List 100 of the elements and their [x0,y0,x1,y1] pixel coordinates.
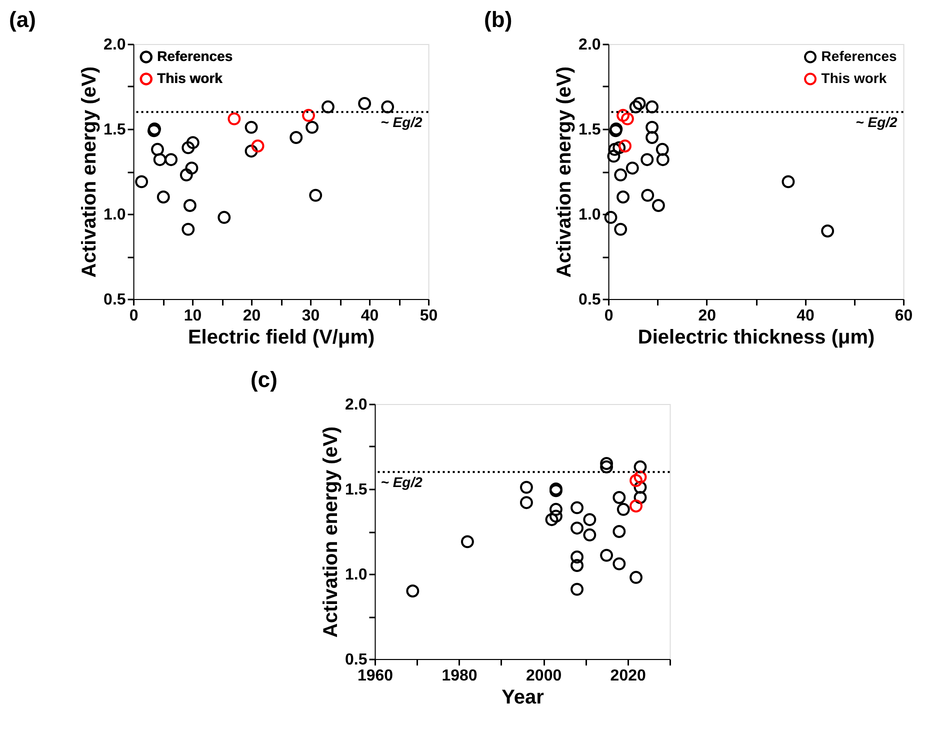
y-tick-label: 1.5 [345,482,368,498]
legend-label: References [157,48,233,64]
point [614,168,628,182]
point [634,491,647,504]
point [406,584,420,598]
x-tick-label: 40 [360,308,379,324]
point [640,153,654,166]
point [634,470,647,484]
point [151,142,164,156]
point [251,140,264,152]
point [656,153,670,166]
point [652,199,665,212]
point [629,100,642,114]
legend-label: This work [157,70,223,86]
point [616,190,630,204]
point [182,141,195,154]
legend-label: This work [821,70,887,86]
point [218,210,231,224]
point [612,491,626,504]
point [180,168,193,182]
point [570,522,584,535]
point [244,144,258,158]
point [618,140,632,152]
y-tick-label: 1.5 [104,122,126,138]
point [614,222,628,236]
x-tick-label: 2020 [610,668,646,684]
point [646,120,659,134]
point [358,97,372,110]
x-tick-label: 20 [242,308,261,324]
x-tick-label: 50 [420,308,438,324]
point [381,100,394,114]
x-axis-title: Year [502,686,544,708]
x-tick-label: 1960 [357,668,394,684]
point [153,153,166,166]
point [626,162,639,175]
point [545,513,558,526]
y-tick-label: 1.0 [104,206,126,224]
x-tick-label: 1980 [442,668,478,684]
point [616,502,630,516]
point [570,582,584,596]
point [646,131,659,144]
y-tick-label: 1.5 [578,122,601,138]
point [621,112,634,126]
x-axis-title: Dielectric thickness (μm) [638,326,875,348]
point [612,525,626,538]
point [135,175,148,188]
point [656,142,669,156]
point [244,120,258,134]
point [608,142,622,156]
point [186,136,200,150]
point [228,112,241,126]
point [600,457,614,470]
point [821,224,834,238]
y-axis-title: Activation energy (eV) [320,426,342,638]
point [612,557,626,570]
point [641,188,654,202]
point [520,496,533,510]
point [570,559,584,572]
point [306,120,319,134]
x-tick-label: 0 [604,308,614,324]
y-tick-label: 1.0 [345,566,368,584]
chart-title: (c) [250,367,278,392]
ref-line-label: ~ Eg/2 [380,114,423,130]
ref-line-label: ~ Eg/2 [856,114,898,130]
point [600,460,614,474]
point [583,528,596,542]
point [646,100,659,114]
x-tick-label: 60 [894,308,913,324]
point [782,175,795,188]
x-tick-label: 40 [796,308,814,324]
point [156,190,170,204]
point [607,150,620,163]
point [182,222,195,236]
y-tick-label: 0.5 [104,292,126,308]
x-tick-label: 20 [698,308,716,324]
point [604,210,618,224]
y-tick-label: 2.0 [578,36,601,54]
point [616,108,630,122]
point [612,141,626,154]
y-tick-label: 0.5 [578,292,601,308]
y-axis-title: Activation energy (eV) [78,66,101,278]
point [185,162,198,175]
legend-label: References [821,48,898,64]
point [583,513,596,526]
x-tick-label: 2000 [526,668,562,684]
point [322,100,334,114]
point [630,500,643,512]
y-axis-title: Activation energy (eV) [554,66,576,278]
point [183,199,196,212]
point [634,460,647,474]
point [309,188,322,202]
point [549,510,562,523]
point [520,480,533,494]
point [549,502,562,516]
point [630,474,643,487]
y-tick-label: 0.5 [345,652,368,668]
x-tick-label: 30 [302,308,320,324]
x-tick-label: 0 [129,308,138,324]
y-tick-label: 1.0 [578,206,601,224]
point [290,131,303,144]
